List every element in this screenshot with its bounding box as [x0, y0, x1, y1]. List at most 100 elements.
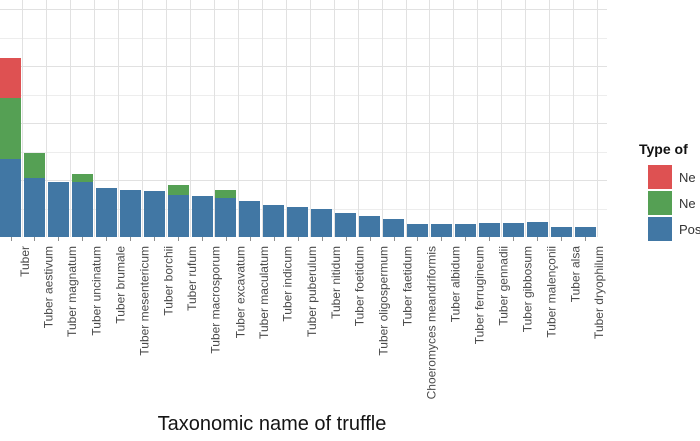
legend-label: Ne	[679, 169, 696, 185]
bar-segment	[47, 182, 69, 237]
x-tick-label: Tuber albidum	[448, 246, 463, 323]
bar-segment	[502, 223, 524, 237]
legend-label: Ne	[679, 195, 696, 211]
x-tick-mark	[82, 237, 84, 241]
bar-segment	[335, 213, 357, 237]
x-tick-label: Tuber rufum	[185, 246, 200, 311]
bar-segment	[71, 174, 93, 183]
x-tick-mark	[489, 237, 491, 241]
x-gridline	[573, 0, 575, 237]
x-tick-mark	[513, 237, 515, 241]
x-tick-label: Tuber faetidum	[400, 246, 415, 327]
x-gridline	[261, 0, 263, 237]
y-gridline-minor	[0, 94, 607, 96]
x-tick-mark	[154, 237, 156, 241]
bar-segment	[0, 58, 21, 98]
x-tick-label: Tuber mesentericum	[137, 246, 152, 356]
legend-swatch-icon	[648, 165, 672, 189]
bar-segment	[359, 216, 381, 237]
x-tick-label: Tuber maculatum	[256, 246, 271, 339]
x-tick-mark	[202, 237, 204, 241]
x-tick-label: Tuber nitidum	[328, 246, 343, 319]
x-tick-label: Tuber foetidum	[352, 246, 367, 327]
y-gridline-major	[0, 66, 607, 67]
x-tick-label: Tuber puberulum	[304, 246, 319, 337]
x-tick-label: Tuber macrosporum	[209, 246, 224, 354]
bar-segment	[383, 218, 405, 237]
x-gridline	[405, 0, 407, 237]
x-tick-mark	[345, 237, 347, 241]
bar-segment	[406, 224, 428, 237]
bar-segment	[23, 177, 45, 237]
x-tick-label: Tuber gennadii	[496, 246, 511, 326]
bar-segment	[287, 207, 309, 237]
x-tick-label: Tuber malençonii	[544, 246, 559, 338]
legend-swatch-icon	[648, 191, 672, 215]
x-tick-label: Tuber excavatum	[232, 246, 247, 339]
x-gridline	[429, 0, 431, 237]
x-tick-label: Tuber oligospermum	[376, 246, 391, 356]
x-tick-mark	[393, 237, 395, 241]
x-tick-label: Tuber dryophilum	[592, 246, 607, 339]
x-gridline	[597, 0, 599, 237]
x-tick-label: Choeromyces meandriformis	[424, 246, 439, 400]
bar-segment	[478, 223, 500, 237]
bar-segment	[167, 194, 189, 237]
x-tick-label: Tuber	[17, 246, 32, 277]
x-tick-mark	[225, 237, 227, 241]
x-gridline	[357, 0, 359, 237]
bar-segment	[239, 200, 261, 237]
x-tick-mark	[10, 237, 12, 241]
legend-item: Ne	[639, 191, 700, 215]
bar-segment	[167, 184, 189, 195]
x-tick-mark	[58, 237, 60, 241]
x-tick-mark	[34, 237, 36, 241]
legend-item: Pos	[639, 217, 700, 241]
x-tick-label: Tuber borchii	[161, 246, 176, 316]
bar-segment	[0, 97, 21, 160]
x-tick-mark	[561, 237, 563, 241]
x-gridline	[381, 0, 383, 237]
bar-segment	[311, 208, 333, 237]
x-tick-label: Tuber alsa	[568, 246, 583, 303]
bar-segment	[23, 152, 45, 178]
bar-segment	[71, 182, 93, 237]
x-tick-mark	[249, 237, 251, 241]
x-tick-mark	[130, 237, 132, 241]
x-tick-label: Tuber gibbosum	[520, 246, 535, 333]
y-gridline-minor	[0, 37, 607, 39]
bar-segment	[215, 198, 237, 237]
y-gridline-major	[0, 9, 607, 10]
bar-segment	[526, 222, 548, 237]
x-tick-mark	[273, 237, 275, 241]
x-tick-label: Tuber uncinatum	[89, 246, 104, 336]
y-gridline-minor	[0, 151, 607, 153]
x-gridline	[549, 0, 551, 237]
bar-segment	[95, 187, 117, 237]
bar-segment	[215, 190, 237, 199]
x-tick-label: Tuber ferrugineum	[472, 246, 487, 345]
x-tick-mark	[106, 237, 108, 241]
bar-segment	[454, 224, 476, 237]
bar-segment	[263, 205, 285, 237]
bar-segment	[119, 190, 141, 237]
x-gridline	[525, 0, 527, 237]
x-tick-label: Tuber aestivum	[41, 246, 56, 329]
x-tick-mark	[465, 237, 467, 241]
x-tick-mark	[297, 237, 299, 241]
x-tick-mark	[417, 237, 419, 241]
legend: Type of Ne Ne Pos	[639, 141, 700, 243]
x-tick-mark	[369, 237, 371, 241]
legend-label: Pos	[679, 221, 700, 237]
x-tick-mark	[537, 237, 539, 241]
legend-item: Ne	[639, 165, 700, 189]
x-gridline	[477, 0, 479, 237]
bar-segment	[550, 226, 572, 237]
y-gridline-major	[0, 123, 607, 124]
bar-segment	[430, 224, 452, 237]
x-tick-mark	[585, 237, 587, 241]
legend-items: Ne Ne Pos	[639, 165, 700, 241]
legend-title: Type of	[639, 141, 688, 157]
x-gridline	[501, 0, 503, 237]
